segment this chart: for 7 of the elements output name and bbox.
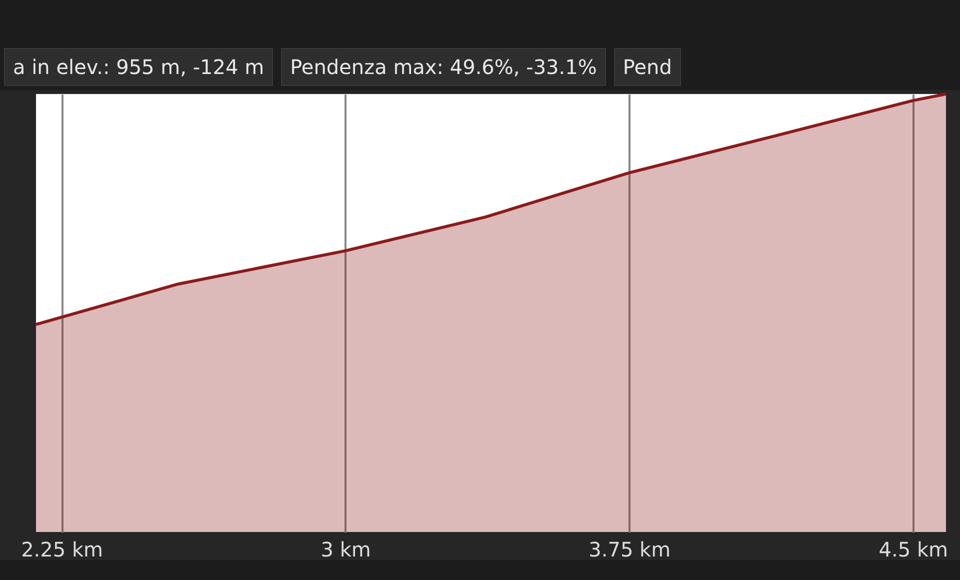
text: Pendenza max: 49.6%, -33.1%: [281, 48, 606, 86]
x-tick-label: 4.5 km: [878, 538, 948, 562]
text: a in elev.: 955 m, -124 m: [4, 48, 274, 86]
x-tick-label: 3.75 km: [588, 538, 671, 562]
x-tick-label: 3 km: [320, 538, 371, 562]
text: Pend: [614, 48, 681, 86]
x-tick-label: 2.25 km: [21, 538, 104, 562]
